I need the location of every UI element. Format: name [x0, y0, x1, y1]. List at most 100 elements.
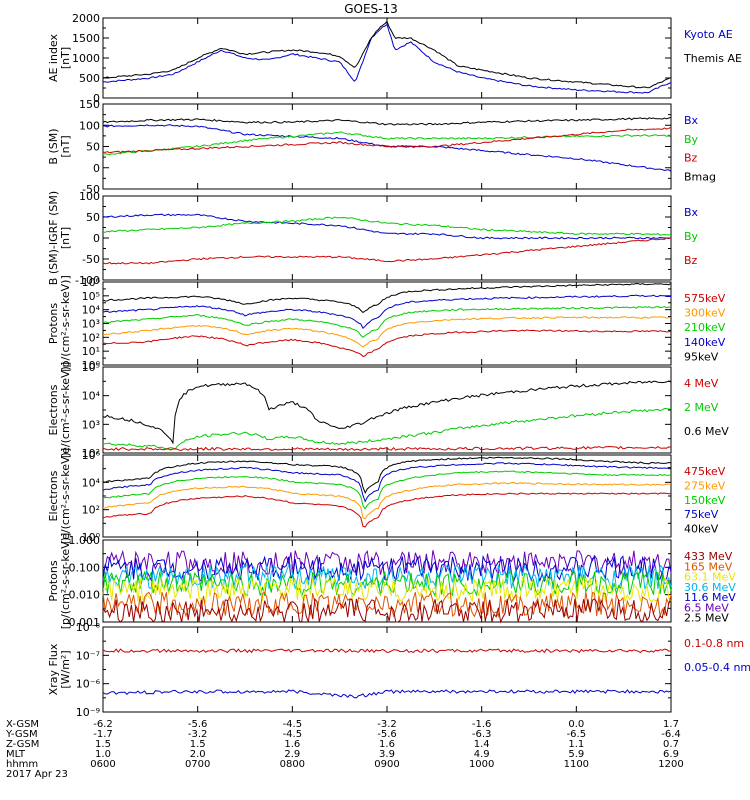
- legend-entry: 40keV: [684, 523, 719, 536]
- y-tick-label: 1000: [72, 52, 100, 65]
- x-tick-value: 1100: [564, 759, 589, 770]
- y-axis-label: [p/(cm²-s-sr-keV)]: [59, 533, 72, 630]
- x-tick-value: -6.5: [567, 729, 587, 740]
- legend-entry: 575keV: [684, 292, 726, 305]
- legend-entry: Bmag: [684, 170, 716, 183]
- legend-entry: Bx: [684, 206, 699, 219]
- y-tick-label: 10⁰: [82, 531, 101, 544]
- y-axis-label: Protons: [47, 303, 60, 344]
- x-tick-value: 0.0: [568, 719, 584, 730]
- y-tick-label: 0.100: [69, 561, 101, 574]
- y-tick-label: 10⁴: [82, 476, 101, 489]
- x-tick-value: 6.9: [663, 749, 679, 760]
- y-tick-label: 150: [79, 98, 100, 111]
- panel-1: 0 500 1000 1500 2000 AE index [nT] Kyoto AE Them…: [47, 12, 742, 105]
- y-tick-label: 0: [93, 162, 100, 175]
- legend-entry: 300keV: [684, 307, 726, 320]
- series-line: [102, 316, 672, 348]
- legend-entry: 475keV: [684, 465, 726, 478]
- legend-entry: 30.6 MeV: [684, 581, 736, 594]
- legend-entry: 0.1-0.8 nm: [684, 637, 744, 650]
- x-tick-value: -4.5: [283, 719, 303, 730]
- y-tick-label: 0: [93, 92, 100, 105]
- x-row-label: MLT: [6, 749, 26, 760]
- y-axis-label: [e/(cm²-s-sr-keV)]: [59, 448, 72, 544]
- series-line: [103, 329, 672, 357]
- x-tick-value: 3.9: [379, 749, 395, 760]
- y-axis-label: [p/(cm²-s-sr-keV)]: [59, 275, 72, 372]
- legend-entry: Bz: [684, 254, 698, 267]
- x-tick-value: 0800: [280, 759, 305, 770]
- x-axis-table: X-GSM -6.2 -5.6 -4.5 -3.2 -1.6 0.0 1.7 Y-GSM -1.7…: [5, 719, 684, 780]
- y-tick-label: -100: [75, 274, 100, 287]
- panel-2: -50 0 50 100 150 B (SM) [nT] Bx By Bz Bmag: [47, 98, 716, 196]
- legend-entry: 275keV: [684, 479, 726, 492]
- y-tick-label: 10⁻⁶: [76, 678, 101, 691]
- x-row-label: Z-GSM: [6, 739, 39, 750]
- legend-entry: 2 MeV: [684, 401, 719, 414]
- series-line: [102, 213, 672, 240]
- x-tick-value: 1200: [658, 759, 683, 770]
- legend-entry: 433 MeV: [684, 550, 733, 563]
- y-axis-label: Electrons: [47, 384, 60, 435]
- x-tick-value: -6.3: [472, 729, 492, 740]
- series-line: [102, 216, 672, 236]
- date-label: 2017 Apr 23: [6, 769, 68, 780]
- y-tick-label: 10⁶: [82, 449, 101, 462]
- series-line: [102, 570, 672, 598]
- panel-8: 10⁻⁹ 10⁻⁶ 10⁻⁷ 10⁻⁸ Xray Flux [W/m²] 0.1-0.8 n…: [47, 621, 750, 719]
- y-axis-label: [W/m²]: [59, 650, 72, 688]
- y-tick-label: 10³: [82, 318, 100, 331]
- y-axis-label: [nT]: [59, 47, 72, 69]
- x-tick-value: 0700: [185, 759, 210, 770]
- y-axis-label: [e/(cm²-s-sr-keV)]: [59, 362, 72, 458]
- x-tick-value: 1.7: [663, 719, 679, 730]
- y-tick-label: 10⁻⁸: [76, 621, 101, 634]
- series-line: [102, 131, 672, 156]
- y-tick-label: 10⁵: [82, 290, 100, 303]
- legend-entry: By: [684, 230, 699, 243]
- x-tick-value: -6.2: [93, 719, 113, 730]
- y-tick-label: 10⁴: [82, 390, 101, 403]
- y-axis-label: Electrons: [47, 470, 60, 521]
- x-tick-value: 1.5: [190, 739, 206, 750]
- legend-entry: Bx: [684, 114, 699, 127]
- legend-entry: 0.6 MeV: [684, 425, 729, 438]
- panel-7: 0.001 0.010 0.100 1.000 Protons [p/(cm²-s-sr-…: [47, 533, 736, 630]
- series-line: [102, 294, 672, 330]
- y-tick-label: 100: [79, 119, 100, 132]
- panel-3: -100 -50 0 50 100 B (SM)-IGRF (SM) [nT] Bx By Bz: [47, 190, 699, 287]
- legend-entry: 4 MeV: [684, 377, 719, 390]
- x-row-label: X-GSM: [6, 719, 39, 730]
- legend-entry: Themis AE: [683, 52, 742, 65]
- legend-entry: Kyoto AE: [684, 28, 733, 41]
- x-tick-value: 1.0: [95, 749, 111, 760]
- y-tick-label: 10⁻⁹: [76, 706, 100, 719]
- y-tick-label: -50: [82, 183, 100, 196]
- y-tick-label: -50: [82, 253, 100, 266]
- x-tick-value: -5.6: [377, 729, 397, 740]
- y-axis-label: Xray Flux: [47, 643, 60, 695]
- y-axis-label: AE index: [47, 33, 60, 82]
- legend-entry: 63.1 MeV: [684, 571, 736, 584]
- legend-entry: Bz: [684, 152, 698, 165]
- y-axis-label: [nT]: [59, 227, 72, 249]
- y-tick-label: 10⁵: [82, 361, 100, 374]
- x-tick-value: 1.5: [95, 739, 111, 750]
- y-tick-label: 10²: [82, 504, 100, 517]
- y-tick-label: 10⁶: [82, 276, 101, 289]
- panel-frame: [102, 195, 672, 281]
- series-line: [102, 470, 672, 510]
- x-tick-value: -3.2: [377, 719, 397, 730]
- y-tick-label: 10⁻⁷: [76, 649, 100, 662]
- y-tick-label: 10⁰: [82, 359, 101, 372]
- series-line: [102, 492, 672, 528]
- x-tick-value: -6.4: [661, 729, 681, 740]
- y-tick-label: 10⁴: [82, 304, 101, 317]
- y-tick-label: 10²: [82, 331, 100, 344]
- legend-entry: 2.5 MeV: [684, 612, 729, 625]
- x-row-label: hhmm: [6, 759, 38, 770]
